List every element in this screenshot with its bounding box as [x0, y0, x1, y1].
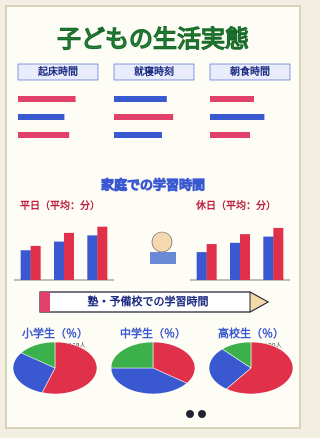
figure-icon: [198, 410, 206, 418]
pie-title: 高校生（％）: [218, 326, 284, 340]
bar: [273, 228, 283, 280]
bar: [240, 234, 250, 280]
panel-bar: [210, 96, 254, 102]
bar: [230, 243, 240, 280]
banner-text: 塾・予備校での学習時間: [88, 294, 209, 308]
panel-bar: [18, 132, 69, 138]
poster: 子どもの生活実態 家庭での学習時間 塾・予備校での学習時間 起床時間 就寝時刻 朝食…: [0, 0, 306, 434]
section-title: 家庭での学習時間: [101, 178, 205, 194]
panel-bar: [210, 114, 264, 120]
panel-bar: [114, 114, 173, 120]
poster-title: 子どもの生活実態: [57, 25, 249, 53]
figure-icon: [186, 410, 194, 418]
chart-title: 平日（平均：分）: [20, 199, 100, 212]
panel-label: 朝食時間: [230, 65, 270, 78]
pie-title: 小学生（％）: [21, 326, 88, 340]
bar: [64, 233, 74, 280]
bar: [87, 235, 97, 280]
panel-bar: [114, 132, 162, 138]
bar: [263, 237, 273, 280]
bar: [21, 250, 31, 280]
kid-icon-desk: [150, 252, 176, 264]
bar: [197, 252, 207, 280]
panel-bar: [18, 114, 64, 120]
panel-label: 起床時間: [37, 65, 78, 78]
pencil-end: [40, 292, 50, 312]
panel-bar: [114, 96, 167, 102]
panel-bar: [18, 96, 76, 102]
panel-label: 就寝時刻: [134, 65, 174, 78]
kid-icon: [152, 232, 172, 252]
panel-bar: [210, 132, 250, 138]
bar: [207, 244, 217, 280]
chart-title: 休日（平均：分）: [195, 199, 276, 212]
bar: [54, 242, 64, 280]
bar: [97, 227, 107, 280]
bar: [31, 246, 41, 280]
pie-title: 中学生（％）: [120, 326, 186, 340]
